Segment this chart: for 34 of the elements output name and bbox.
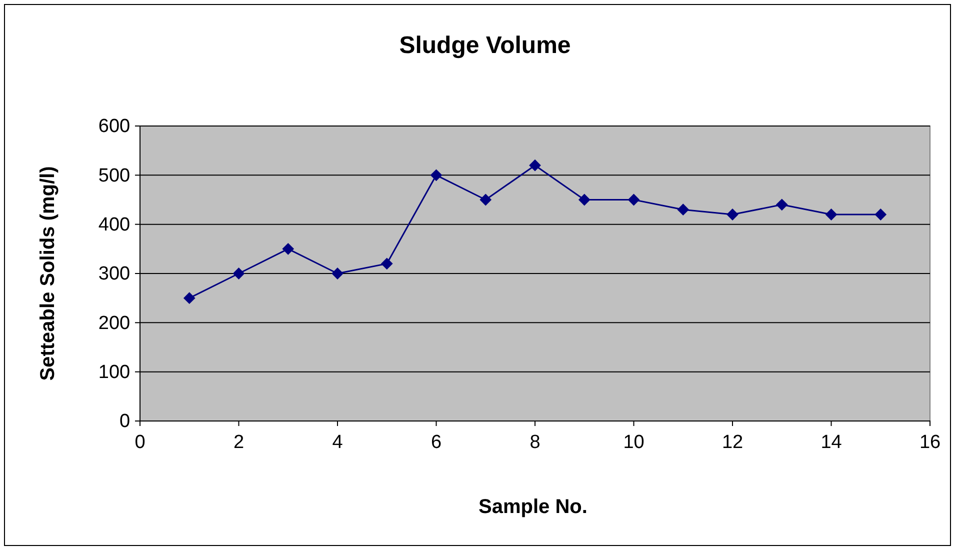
point [480,194,492,206]
y-tick-label: 300 [98,264,130,285]
y-axis-title: Setteable Solids (mg/l) [37,166,59,381]
point [282,242,294,255]
x-tick-label: 2 [233,432,244,453]
point [677,204,690,216]
y-tick-label: 400 [98,214,130,236]
y-tick-label: 0 [120,411,130,432]
point [578,194,590,206]
y-tick-label: 500 [98,165,130,186]
point [529,159,541,172]
y-tick-label: 600 [98,116,130,138]
x-tick-label: 14 [820,432,842,453]
x-tick-label: 0 [134,432,146,453]
x-axis-title: Sample No. [478,496,588,518]
x-tick-label: 10 [623,432,644,453]
point [776,198,788,211]
point [183,292,196,304]
point [726,208,738,220]
point [332,268,344,280]
x-tick-label: 8 [530,432,540,453]
x-tick-label: 12 [722,432,744,453]
point [628,194,640,206]
x-tick-label: 4 [332,432,344,453]
y-tick-label: 100 [98,362,130,383]
point [380,258,393,270]
chart-title: Sludge Volume [399,32,571,59]
x-tick-label: 16 [919,432,941,453]
point [874,208,887,220]
y-tick-label: 200 [98,312,130,334]
point [430,169,442,182]
x-tick-label: 6 [430,432,442,453]
point [232,268,245,280]
point [825,208,838,220]
